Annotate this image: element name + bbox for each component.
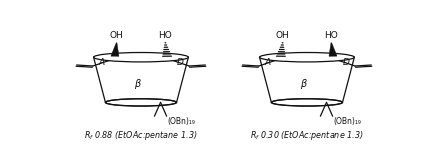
Text: D: D (343, 58, 349, 67)
Text: (OBn)₁₉: (OBn)₁₉ (333, 117, 361, 126)
Text: OH: OH (276, 31, 289, 40)
Text: HO: HO (324, 31, 338, 40)
Text: $\mathit{R}_f$ 0.30 (EtOAc:pentane 1.3): $\mathit{R}_f$ 0.30 (EtOAc:pentane 1.3) (250, 129, 364, 142)
Text: (OBn)₁₉: (OBn)₁₉ (167, 117, 195, 126)
Polygon shape (111, 43, 119, 56)
Ellipse shape (260, 52, 354, 62)
Text: OH: OH (110, 31, 124, 40)
Text: D: D (177, 58, 184, 67)
Text: HO: HO (159, 31, 172, 40)
Ellipse shape (94, 52, 188, 62)
Text: A: A (265, 58, 271, 67)
Text: β: β (135, 79, 141, 89)
Text: $\mathit{R}_f$ 0.88 (EtOAc:pentane 1.3): $\mathit{R}_f$ 0.88 (EtOAc:pentane 1.3) (84, 129, 198, 142)
Text: β: β (300, 79, 307, 89)
Text: A: A (99, 58, 105, 67)
Ellipse shape (271, 99, 343, 106)
Polygon shape (329, 43, 337, 56)
Ellipse shape (105, 99, 177, 106)
